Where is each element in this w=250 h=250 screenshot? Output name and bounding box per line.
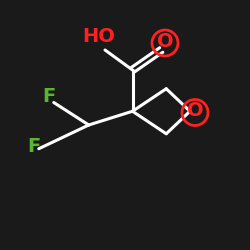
Text: O: O bbox=[157, 32, 173, 51]
Text: F: F bbox=[42, 87, 56, 106]
Text: F: F bbox=[27, 137, 40, 156]
Text: HO: HO bbox=[82, 27, 115, 46]
Text: O: O bbox=[187, 101, 203, 120]
